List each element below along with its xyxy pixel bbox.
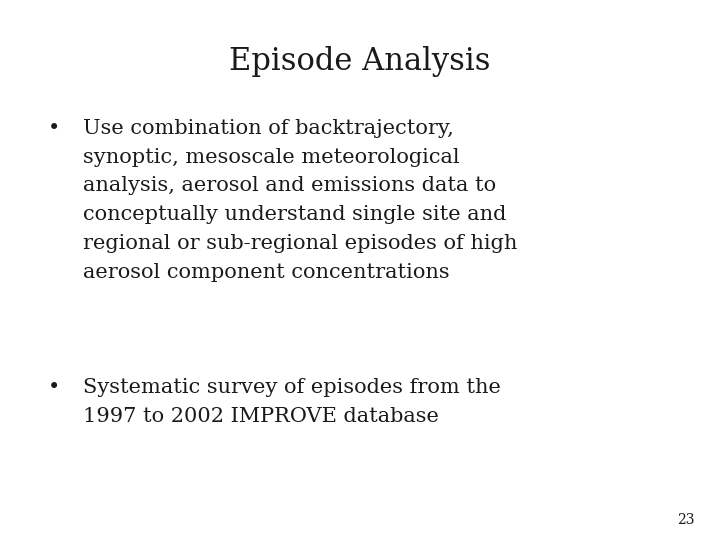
- Text: Episode Analysis: Episode Analysis: [229, 46, 491, 77]
- Text: Systematic survey of episodes from the
1997 to 2002 IMPROVE database: Systematic survey of episodes from the 1…: [83, 378, 500, 426]
- Text: •: •: [48, 119, 60, 138]
- Text: •: •: [48, 378, 60, 397]
- Text: Use combination of backtrajectory,
synoptic, mesoscale meteorological
analysis, : Use combination of backtrajectory, synop…: [83, 119, 517, 281]
- Text: 23: 23: [678, 512, 695, 526]
